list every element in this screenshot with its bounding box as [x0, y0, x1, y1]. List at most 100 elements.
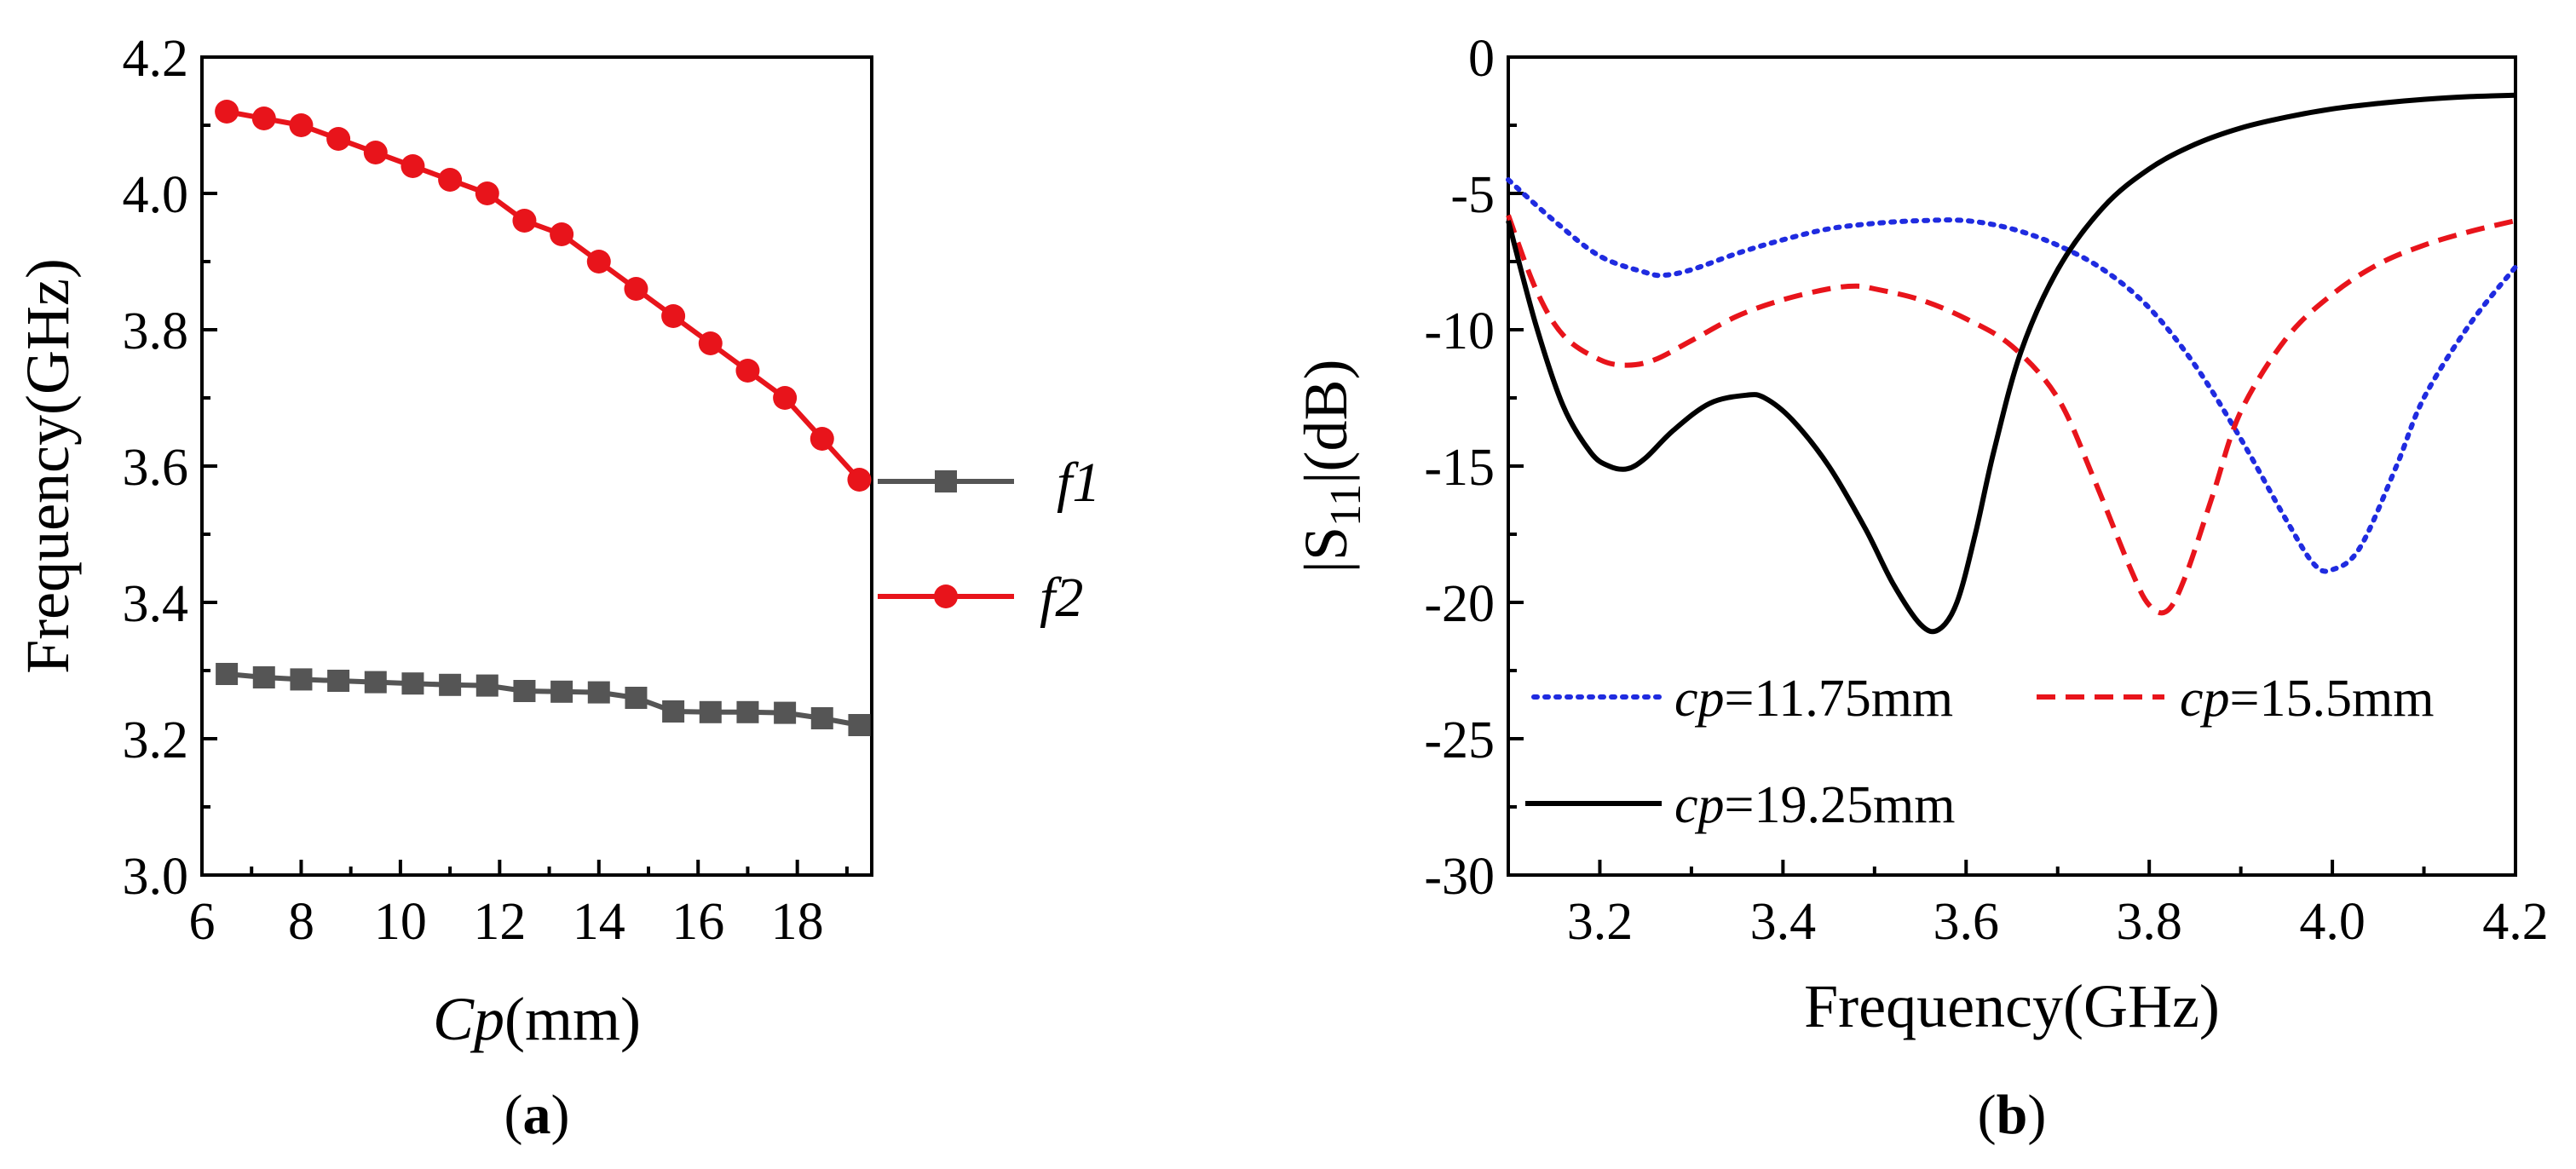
chart-b-xtick-label: 4.0 — [2299, 893, 2366, 951]
chart-a-point-f1 — [364, 671, 387, 694]
chart-a-ytick-label: 3.4 — [123, 575, 189, 633]
chart-a-point-f2 — [512, 209, 537, 233]
chart-a-xlabel-rest: (mm) — [504, 985, 641, 1053]
chart-b: 3.2 3.4 3.6 3.8 4.0 4.2 0 -5 -10 -15 -20 -25 -30 |S1… — [1292, 30, 2549, 1146]
chart-b-xtick-label: 3.2 — [1567, 893, 1634, 951]
chart-a-point-f1 — [513, 680, 536, 702]
chart-a-point-f1 — [252, 666, 275, 688]
chart-a-point-f2 — [251, 107, 276, 130]
legend-f1-marker — [935, 470, 957, 492]
chart-a-point-f2 — [363, 141, 388, 164]
chart-b-series-line-1 — [1506, 214, 2516, 616]
chart-a-xlabel-italic: Cp — [433, 985, 504, 1053]
chart-a-point-f2 — [550, 222, 574, 246]
chart-b-ytick-label: -20 — [1424, 575, 1495, 633]
chart-b-ylabel-sub: 11 — [1322, 484, 1370, 527]
chart-a-point-f2 — [810, 427, 834, 451]
chart-a-point-f1 — [439, 673, 462, 696]
chart-a-point-f2 — [847, 468, 872, 492]
chart-b-ylabel: |S11|(dB) — [1292, 360, 1370, 573]
chart-a-point-f1 — [810, 707, 833, 729]
chart-a-point-f2 — [215, 100, 239, 124]
chart-b-legend: cp=11.75mm cp=15.5mm cp=19.25mm — [1525, 670, 2434, 834]
chart-a-point-f1 — [290, 668, 313, 691]
chart-a-xlabel: Cp(mm) — [433, 985, 641, 1053]
chart-a-ytick-label: 3.8 — [123, 302, 189, 360]
legend-cp155-italic: cp — [2180, 670, 2230, 728]
chart-a-xtick-label: 16 — [671, 893, 724, 951]
chart-a-point-f1 — [736, 700, 759, 723]
legend-f1-label: f1 — [1057, 452, 1100, 514]
panel-letter-a: a — [523, 1084, 551, 1146]
chart-a-ytick-label: 3.6 — [123, 439, 189, 497]
chart-a-ytick-label: 4.0 — [123, 166, 189, 224]
legend-f2-marker — [934, 584, 958, 608]
chart-a-point-f2 — [475, 181, 499, 205]
chart-a-point-f1 — [550, 680, 573, 703]
legend-cp155-rest: =15.5mm — [2230, 670, 2435, 728]
legend-cp1175-rest: =11.75mm — [1725, 670, 1954, 728]
chart-a-ytick-label: 3.0 — [123, 848, 189, 906]
chart-a-xtick-label: 18 — [771, 893, 824, 951]
legend-cp1175-label: cp=11.75mm — [1674, 670, 1953, 728]
chart-a-xtick-label: 12 — [473, 893, 526, 951]
chart-a-point-f2 — [289, 113, 314, 137]
legend-cp1175-italic: cp — [1674, 670, 1725, 728]
chart-b-ytick-label: -5 — [1450, 166, 1495, 224]
chart-a-point-f1 — [327, 670, 350, 692]
chart-a-xtick-label: 10 — [374, 893, 427, 951]
chart-a-point-f1 — [662, 700, 685, 723]
legend-cp1925-italic: cp — [1674, 776, 1725, 834]
chart-a-point-f2 — [735, 359, 760, 383]
chart-b-xtick-label: 3.6 — [1933, 893, 2000, 951]
chart-a-series — [215, 100, 872, 736]
chart-a-xtick-label: 14 — [573, 893, 625, 951]
chart-a-point-f1 — [848, 714, 871, 736]
chart-b-xtick-label: 3.4 — [1750, 893, 1817, 951]
chart-b-ytick-label: -25 — [1424, 711, 1495, 769]
chart-b-xtick-label: 3.8 — [2116, 893, 2182, 951]
chart-a-point-f1 — [699, 700, 722, 723]
chart-a-point-f2 — [326, 127, 351, 151]
chart-b-series — [1506, 92, 2518, 635]
chart-b-ytick-label: 0 — [1468, 30, 1495, 88]
chart-a-legend: f1 f2 — [878, 452, 1100, 629]
chart-b-series-line-0 — [1506, 177, 2518, 574]
chart-b-xtick-label: 4.2 — [2482, 893, 2549, 951]
panel-letter-b: b — [1997, 1084, 2028, 1146]
chart-a-series-line-0 — [226, 671, 860, 728]
chart-b-ylabel-pre: |S — [1292, 527, 1360, 573]
chart-a-ytick-label: 3.2 — [123, 711, 189, 769]
chart-b-ytick-label: -10 — [1424, 302, 1495, 360]
chart-a-point-f2 — [438, 168, 463, 192]
legend-f2-label: f2 — [1040, 567, 1083, 629]
chart-a-point-f1 — [401, 672, 424, 695]
chart-a-point-f1 — [774, 701, 797, 724]
chart-a-frame — [200, 55, 873, 877]
chart-a: 6 8 10 12 14 16 18 3.0 3.2 3.4 3.6 3.8 4.0 4.2 Freque… — [14, 30, 1100, 1146]
chart-a-point-f2 — [586, 250, 611, 274]
chart-b-ytick-label: -30 — [1424, 848, 1495, 906]
chart-a-point-f2 — [624, 277, 648, 301]
chart-a-point-f1 — [587, 681, 610, 704]
chart-a-point-f2 — [401, 154, 425, 178]
chart-a-xtick-label: 6 — [189, 893, 216, 951]
chart-a-point-f1 — [625, 687, 648, 709]
chart-a-point-f1 — [216, 663, 239, 685]
chart-b-series-line-2 — [1506, 92, 2516, 635]
chart-a-point-f1 — [475, 674, 498, 697]
chart-b-ytick-label: -15 — [1424, 439, 1495, 497]
chart-a-point-f2 — [661, 304, 686, 328]
chart-a-ytick-label: 4.2 — [123, 30, 189, 88]
panel-label-a: (a) — [504, 1084, 570, 1146]
chart-a-xtick-label: 8 — [288, 893, 314, 951]
chart-b-ticks: 3.2 3.4 3.6 3.8 4.0 4.2 0 -5 -10 -15 -20 -25 -30 — [1424, 30, 2548, 951]
chart-a-point-f2 — [698, 331, 723, 355]
legend-cp1925-rest: =19.25mm — [1725, 776, 1956, 834]
legend-cp1925-label: cp=19.25mm — [1674, 776, 1955, 834]
chart-a-series-line-1 — [226, 109, 862, 482]
chart-a-ylabel: Frequency(GHz) — [14, 258, 82, 674]
chart-b-ylabel-post: |(dB) — [1292, 360, 1360, 484]
chart-b-frame — [1507, 55, 2517, 877]
